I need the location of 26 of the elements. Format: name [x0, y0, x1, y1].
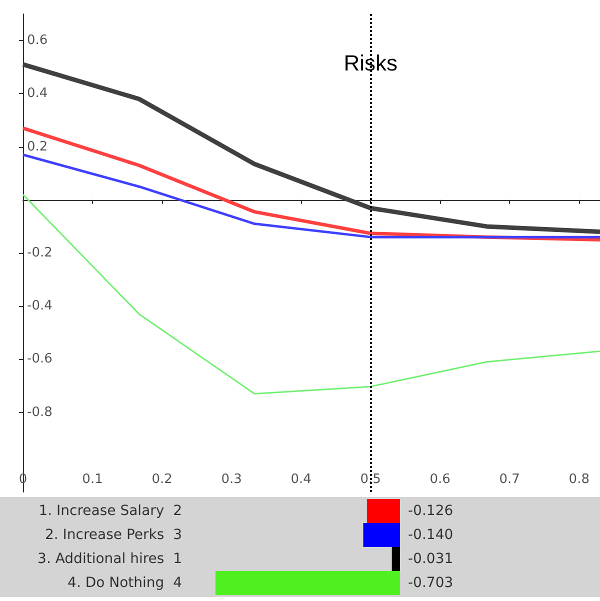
data-label: -0.140: [408, 527, 454, 543]
y-tick-label: -0.4: [27, 298, 52, 314]
x-tick-label: 0.8: [568, 472, 590, 487]
y-tick-label: -0.2: [27, 246, 52, 260]
y-tick-label: 4. Do Nothing 4: [68, 575, 182, 591]
x-tick-label: 0.4: [290, 472, 312, 487]
y-tick-label: 1. Increase Salary 2: [38, 503, 182, 519]
y-tick-label: 0.6: [27, 33, 48, 48]
y-tick-label: 3. Additional hires 1: [38, 551, 182, 567]
x-tick-label: 0.2: [152, 472, 172, 487]
y-tick-label: -0.6: [27, 352, 52, 367]
ref-line-label: Risks: [344, 50, 398, 76]
y-tick-label: -0.8: [27, 404, 52, 420]
x-tick-label: 0.7: [499, 472, 520, 487]
x-tick-label: 0.1: [82, 472, 103, 487]
y-tick-label: 0.2: [27, 139, 48, 154]
y-tick-label: 0.4: [27, 86, 48, 102]
x-tick-label: 0.6: [430, 472, 450, 487]
data-label: -0.126: [408, 503, 454, 519]
x-tick-label: 0.3: [221, 472, 242, 487]
data-label: -0.031: [408, 551, 454, 567]
line-series: [22, 194, 600, 394]
y-tick-label: 2. Increase Perks 3: [44, 527, 182, 543]
line-series: [22, 153, 600, 238]
x-tick-label: 0.5: [360, 472, 381, 487]
data-label: -0.703: [408, 575, 454, 591]
